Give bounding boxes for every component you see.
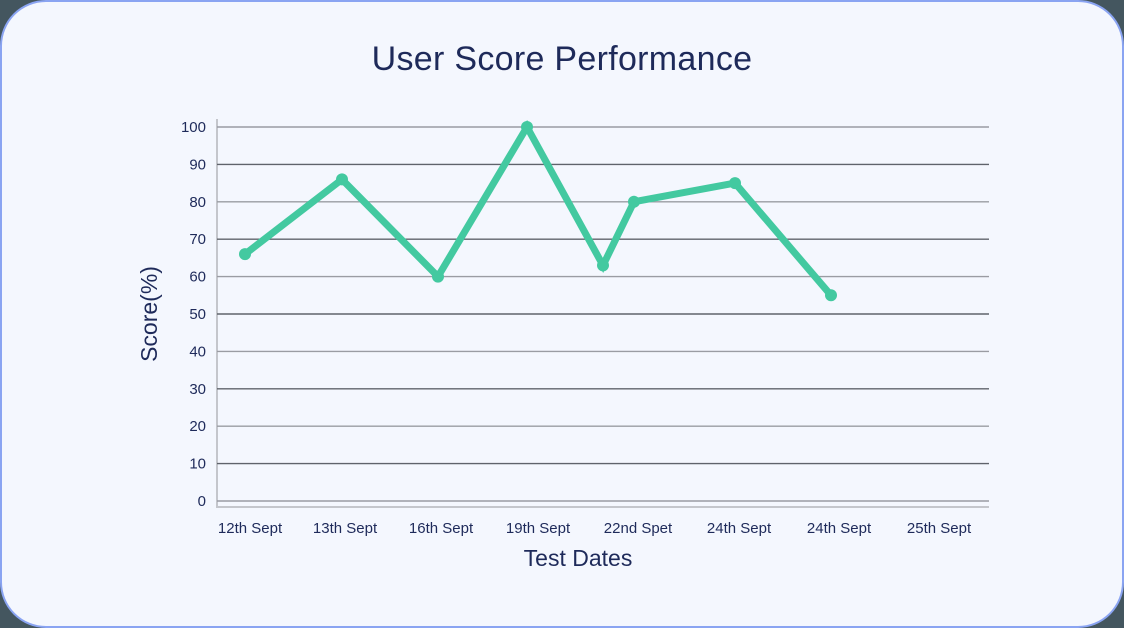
x-tick-label: 19th Sept <box>506 520 571 537</box>
y-tick-label: 10 <box>189 456 206 473</box>
y-tick-label: 90 <box>189 156 206 173</box>
y-axis-label: Score(%) <box>136 266 162 362</box>
x-tick-label: 24th Sept <box>707 520 772 537</box>
y-tick-label: 100 <box>181 119 206 136</box>
x-tick-label: 13th Sept <box>313 520 378 537</box>
data-point <box>336 173 348 186</box>
y-tick-label: 70 <box>189 231 206 248</box>
y-tick-label: 20 <box>189 418 206 435</box>
x-axis-label: Test Dates <box>524 545 633 571</box>
x-axis-ticks: 12th Sept 13th Sept 16th Sept 19th Sept 22nd… <box>218 520 972 537</box>
gridlines <box>216 119 989 508</box>
data-point <box>432 270 444 283</box>
data-point <box>239 248 251 261</box>
y-tick-label: 60 <box>189 269 206 286</box>
x-tick-label: 12th Sept <box>218 520 283 537</box>
score-line <box>241 119 835 299</box>
data-point <box>729 177 741 190</box>
x-tick-label: 22nd Spet <box>604 520 673 537</box>
y-tick-label: 80 <box>189 194 206 211</box>
data-point <box>628 195 640 208</box>
x-tick-label: 25th Sept <box>907 520 972 537</box>
data-point <box>597 259 609 272</box>
x-tick-label: 24th Sept <box>807 520 872 537</box>
y-axis-ticks: 0 10 20 30 40 50 60 70 80 90 100 <box>181 119 206 510</box>
y-tick-label: 0 <box>198 493 206 510</box>
data-point <box>825 289 837 302</box>
score-series <box>239 119 837 302</box>
x-tick-label: 16th Sept <box>409 520 474 537</box>
y-tick-label: 50 <box>189 306 206 323</box>
y-tick-label: 30 <box>189 381 206 398</box>
data-point <box>521 121 533 133</box>
y-tick-label: 40 <box>189 343 206 360</box>
chart-title: User Score Performance <box>371 40 753 78</box>
